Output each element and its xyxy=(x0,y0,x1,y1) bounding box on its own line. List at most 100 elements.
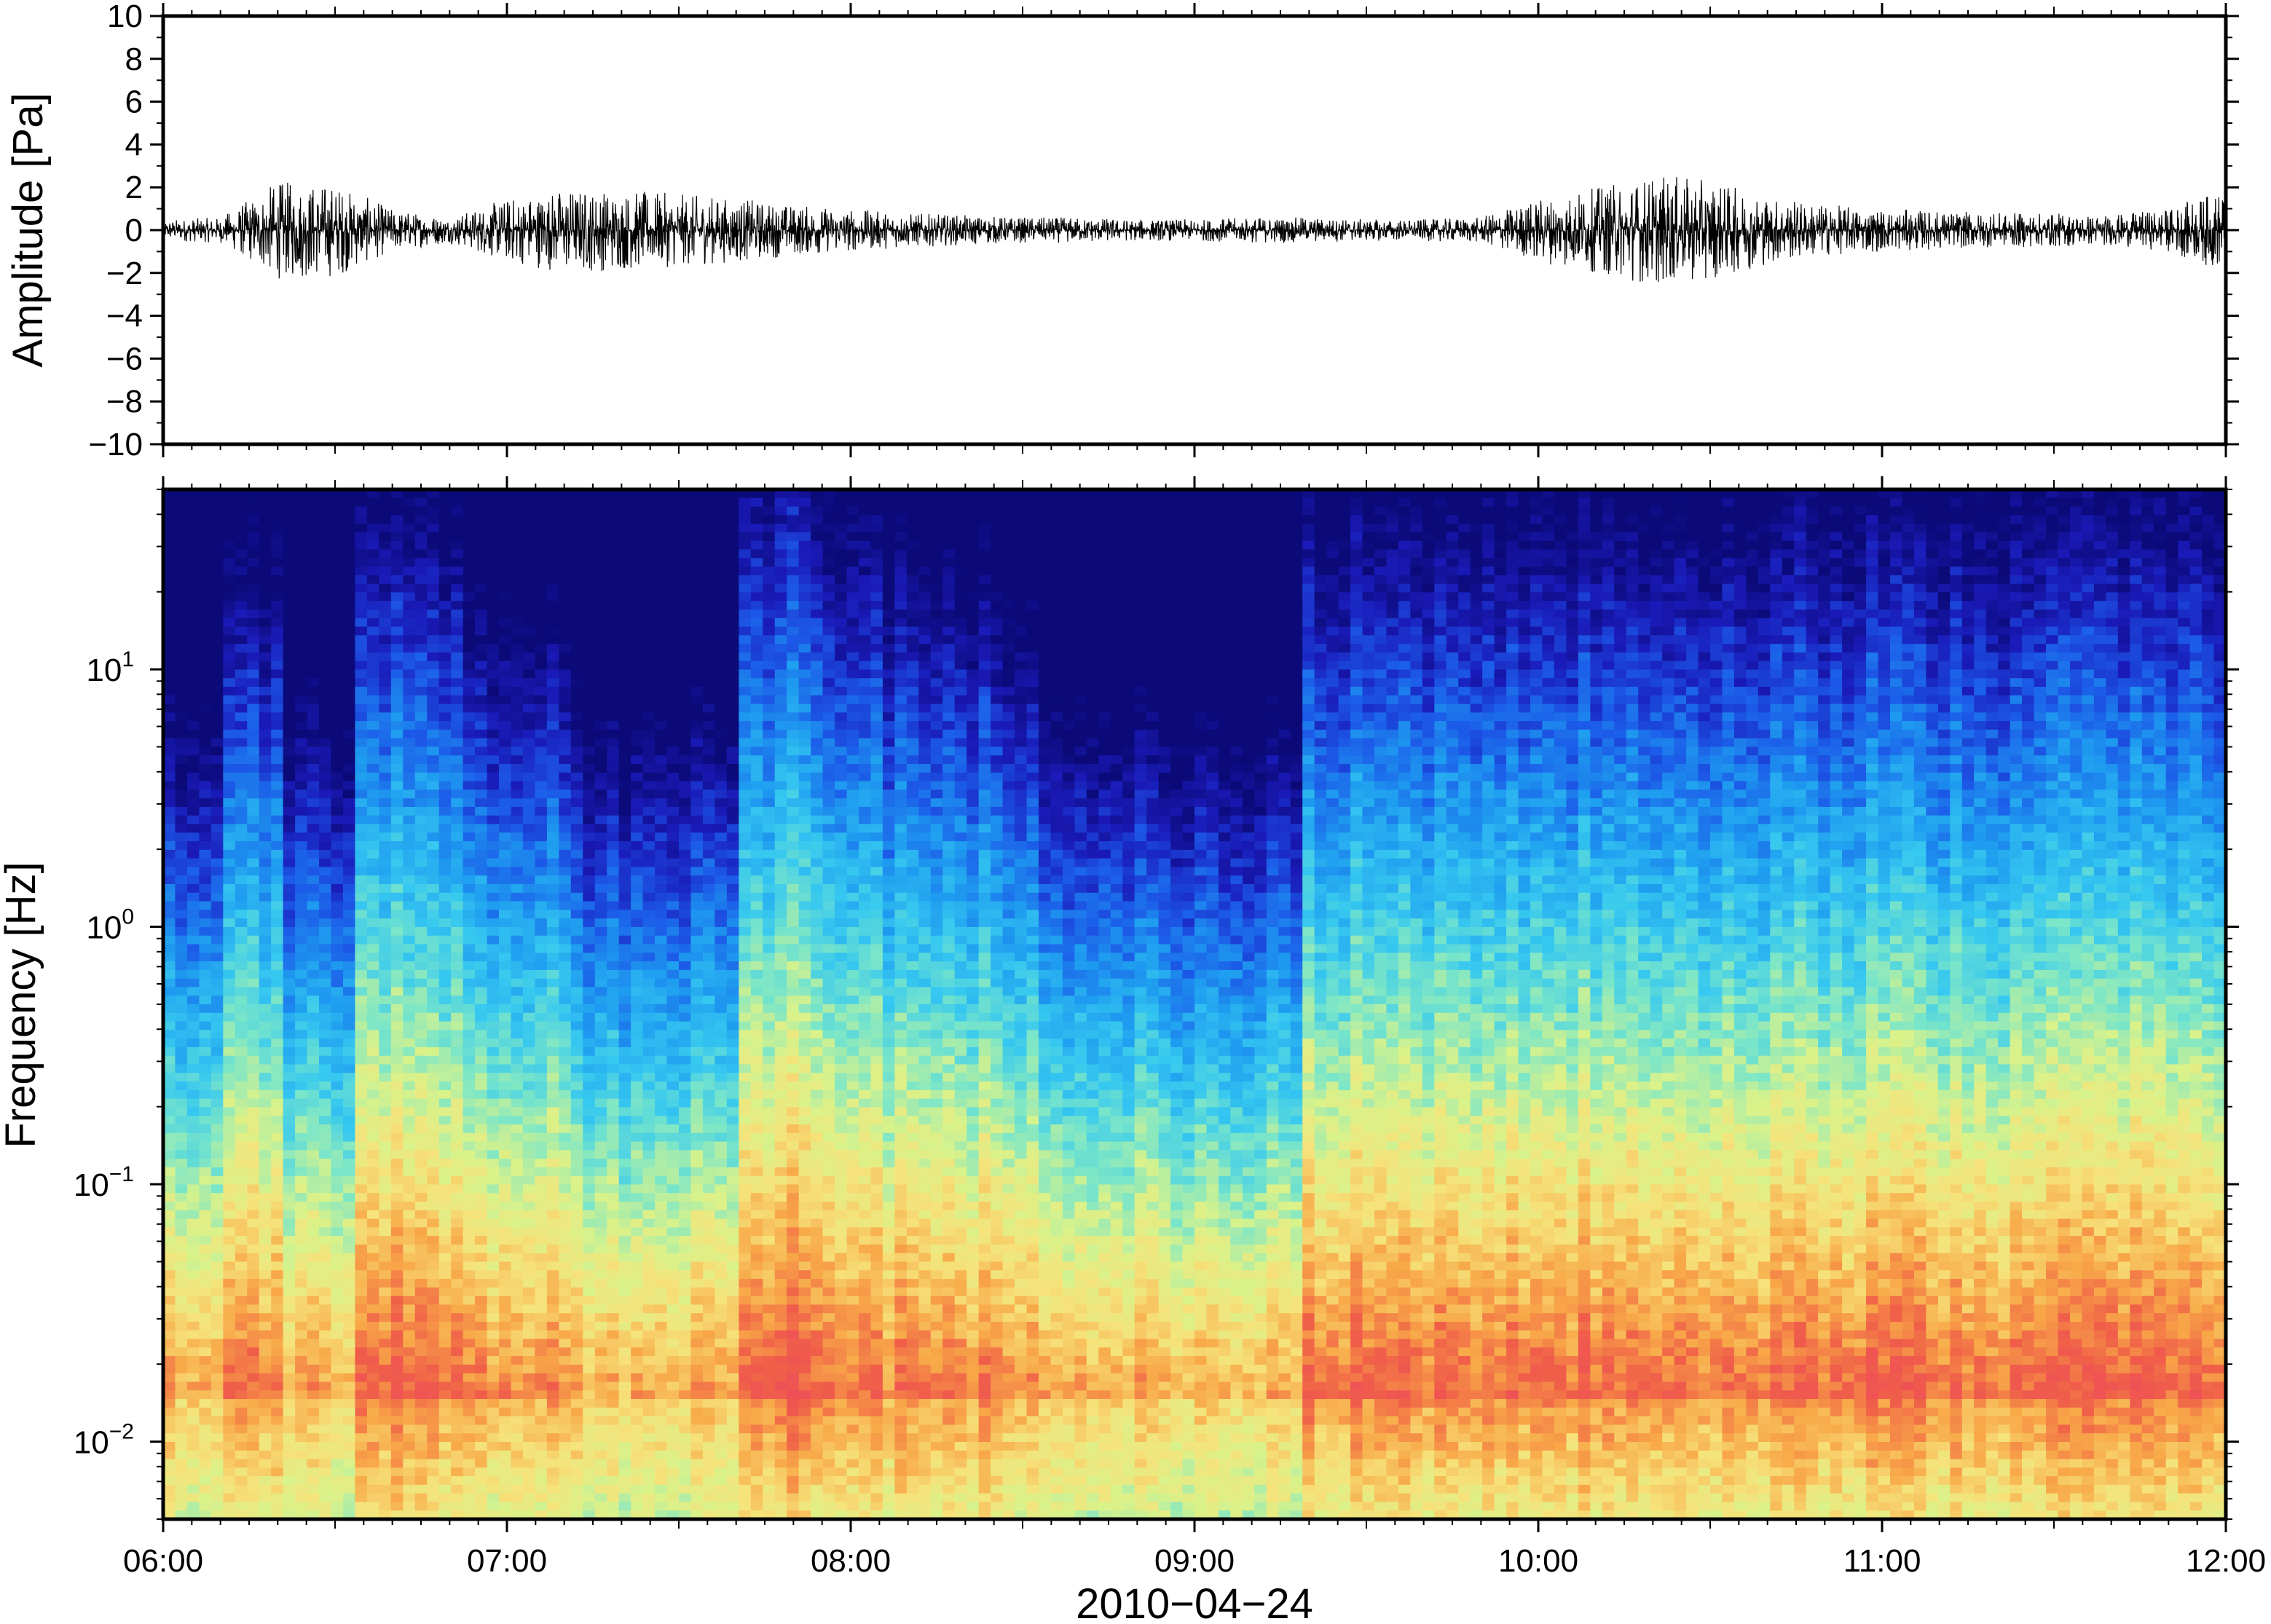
spectrogram-cell xyxy=(583,1459,596,1468)
spectrogram-cell xyxy=(283,1381,296,1391)
spectrogram-cell xyxy=(463,1038,476,1048)
spectrogram-cell xyxy=(223,729,236,739)
spectrogram-cell xyxy=(438,678,452,687)
spectrogram-cell xyxy=(463,1356,476,1365)
spectrogram-cell xyxy=(366,721,379,730)
spectrogram-cell xyxy=(210,558,224,567)
spectrogram-cell xyxy=(607,772,620,782)
spectrogram-cell xyxy=(307,858,320,868)
spectrogram-cell xyxy=(511,1321,524,1331)
spectrogram-cell xyxy=(570,678,583,687)
spectrogram-cell xyxy=(271,1150,284,1159)
spectrogram-cell xyxy=(546,1364,559,1374)
spectrogram-cell xyxy=(355,953,368,962)
spectrogram-cell xyxy=(414,764,428,773)
spectrogram-cell xyxy=(522,1021,536,1030)
spectrogram-cell xyxy=(271,489,284,499)
spectrogram-cell xyxy=(307,1502,320,1511)
spectrogram-cell xyxy=(175,524,188,533)
spectrogram-cell xyxy=(307,806,320,816)
spectrogram-cell xyxy=(594,601,607,610)
spectrogram-cell xyxy=(475,729,488,739)
spectrogram-cell xyxy=(186,1433,200,1443)
spectrogram-cell xyxy=(583,1184,596,1194)
spectrogram-cell xyxy=(546,497,559,508)
spectrogram-cell xyxy=(259,841,272,851)
spectrogram-cell xyxy=(186,703,200,713)
spectrogram-cell xyxy=(438,703,452,713)
spectrogram-cell xyxy=(319,1004,332,1014)
spectrogram-cell xyxy=(463,1107,476,1116)
spectrogram-cell xyxy=(487,892,500,902)
spectrogram-cell xyxy=(295,1236,308,1245)
spectrogram-cell xyxy=(307,1132,320,1143)
spectrogram-cell xyxy=(163,1390,176,1400)
spectrogram-cell xyxy=(594,1364,607,1374)
spectrogram-cell xyxy=(414,1064,428,1073)
spectrogram-cell xyxy=(427,987,440,996)
spectrogram-cell xyxy=(535,489,548,499)
spectrogram-cell xyxy=(307,1484,320,1494)
spectrogram-cell xyxy=(487,738,500,748)
spectrogram-cell xyxy=(594,1141,607,1151)
spectrogram-cell xyxy=(607,926,620,937)
spectrogram-cell xyxy=(319,926,332,937)
spectrogram-cell xyxy=(499,618,512,628)
spectrogram-cell xyxy=(559,635,572,645)
spectrogram-cell xyxy=(618,678,631,687)
spectrogram-cell xyxy=(511,644,524,653)
spectrogram-cell xyxy=(414,746,428,756)
spectrogram-cell xyxy=(247,944,260,953)
spectrogram-cell xyxy=(559,575,572,585)
spectrogram-cell xyxy=(487,1484,500,1494)
spectrogram-cell xyxy=(583,1261,596,1271)
spectrogram-cell xyxy=(403,506,416,516)
spectrogram-cell xyxy=(546,515,559,524)
spectrogram-cell xyxy=(475,1073,488,1082)
spectrogram-cell xyxy=(355,1399,368,1408)
spectrogram-cell xyxy=(210,1330,224,1340)
spectrogram-cell xyxy=(283,824,296,833)
spectrogram-cell xyxy=(379,1381,392,1391)
spectrogram-cell xyxy=(546,1279,559,1288)
spectrogram-cell xyxy=(235,1467,248,1477)
spectrogram-cell xyxy=(607,1433,620,1443)
spectrogram-cell xyxy=(210,910,224,919)
spectrogram-cell xyxy=(487,901,500,910)
spectrogram-cell xyxy=(475,506,488,516)
spectrogram-cell xyxy=(175,1407,188,1417)
spectrogram-cell xyxy=(631,978,644,988)
spectrogram-cell xyxy=(342,1227,356,1237)
spectrogram-cell xyxy=(535,755,548,765)
spectrogram-cell xyxy=(403,1021,416,1030)
spectrogram-cell xyxy=(319,1218,332,1228)
spectrogram-cell xyxy=(366,1433,379,1443)
spectrogram-cell xyxy=(355,1210,368,1220)
spectrogram-cell xyxy=(379,1107,392,1116)
spectrogram-cell xyxy=(331,1236,344,1245)
spectrogram-cell xyxy=(210,1236,224,1245)
spectrogram-cell xyxy=(342,996,356,1005)
spectrogram-cell xyxy=(570,901,583,910)
spectrogram-cell xyxy=(186,969,200,979)
spectrogram-cell xyxy=(390,1202,404,1211)
spectrogram-cell xyxy=(414,1390,428,1400)
spectrogram-cell xyxy=(331,892,344,902)
spectrogram-cell xyxy=(307,1227,320,1237)
spectrogram-cell xyxy=(283,1004,296,1014)
spectrogram-cell xyxy=(546,549,559,559)
spectrogram-cell xyxy=(438,575,452,585)
spectrogram-cell xyxy=(283,1107,296,1116)
spectrogram-cell xyxy=(271,1373,284,1383)
spectrogram-cell xyxy=(570,1012,583,1022)
spectrogram-cell xyxy=(618,1244,631,1254)
spectrogram-cell xyxy=(438,489,452,499)
spectrogram-cell xyxy=(379,841,392,851)
spectrogram-cell xyxy=(511,969,524,979)
spectrogram-cell xyxy=(199,1416,212,1425)
spectrogram-cell xyxy=(403,746,416,756)
spectrogram-cell xyxy=(175,867,188,876)
spectrogram-cell xyxy=(271,918,284,928)
spectrogram-cell xyxy=(583,497,596,508)
spectrogram-cell xyxy=(438,1098,452,1108)
